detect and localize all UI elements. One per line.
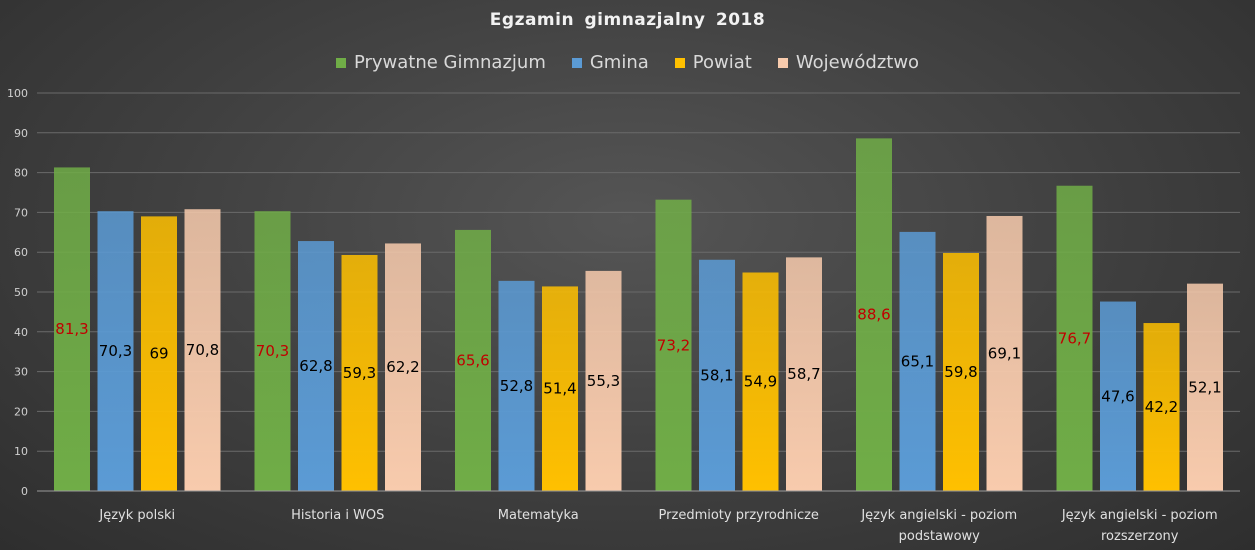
bar xyxy=(254,211,291,491)
y-tick-label: 40 xyxy=(14,326,28,339)
data-label: 65,1 xyxy=(901,352,934,370)
data-label: 70,8 xyxy=(186,341,219,359)
bar xyxy=(1100,301,1136,491)
bar xyxy=(498,280,535,491)
legend-swatch xyxy=(335,57,346,68)
legend-item: Województwo xyxy=(777,52,920,73)
legend-label: Województwo xyxy=(795,52,920,73)
data-label: 88,6 xyxy=(857,306,890,324)
data-label: 69,1 xyxy=(988,344,1021,362)
y-tick-label: 20 xyxy=(14,405,28,418)
data-label: 58,1 xyxy=(700,366,733,384)
y-tick-label: 90 xyxy=(14,127,28,140)
x-tick-label: Matematyka xyxy=(498,508,579,523)
bar xyxy=(899,231,936,492)
data-label: 62,8 xyxy=(299,357,332,375)
data-label: 76,7 xyxy=(1058,329,1091,347)
data-label: 65,6 xyxy=(456,351,489,369)
chart-legend: Prywatne Gimnazjum Gmina Powiat Województwo xyxy=(0,52,1255,73)
data-label: 54,9 xyxy=(744,373,777,391)
bar xyxy=(184,209,221,491)
bar xyxy=(97,211,134,491)
data-label: 42,2 xyxy=(1145,398,1178,416)
legend-swatch xyxy=(571,57,582,68)
legend-item: Gmina xyxy=(571,52,649,73)
x-tick-label: Język angielski - poziom rozszerzony xyxy=(1061,508,1218,544)
data-label: 59,8 xyxy=(944,363,977,381)
legend-label: Gmina xyxy=(589,52,649,73)
data-label: 59,3 xyxy=(343,364,376,382)
y-tick-label: 0 xyxy=(21,485,28,498)
data-label: 47,6 xyxy=(1101,387,1134,405)
data-label: 70,3 xyxy=(256,342,289,360)
x-tick-label: Przedmioty przyrodnicze xyxy=(659,508,819,523)
legend-item: Powiat xyxy=(674,52,752,73)
data-label: 51,4 xyxy=(543,380,576,398)
bar xyxy=(298,241,334,491)
y-tick-label: 50 xyxy=(14,286,28,299)
legend-swatch xyxy=(777,57,788,68)
chart-title: Egzamin gimnazjalny 2018 xyxy=(489,10,766,30)
x-tick-label: Historia i WOS xyxy=(291,508,384,523)
bar xyxy=(786,257,822,491)
bar xyxy=(385,243,421,491)
bar xyxy=(1143,323,1180,491)
data-label: 52,8 xyxy=(500,377,533,395)
bar xyxy=(1056,185,1093,491)
bar xyxy=(455,229,491,492)
data-label: 69 xyxy=(149,345,168,363)
data-label: 62,2 xyxy=(386,358,419,376)
legend-item: Prywatne Gimnazjum xyxy=(335,52,546,73)
legend-label: Prywatne Gimnazjum xyxy=(353,52,546,73)
x-tick-label: Język polski xyxy=(98,508,175,523)
bar xyxy=(742,272,779,491)
x-tick-label: Język angielski - poziom podstawowy xyxy=(860,508,1017,544)
bar xyxy=(341,254,378,491)
y-tick-label: 100 xyxy=(7,87,28,100)
bar xyxy=(856,138,892,491)
data-label: 73,2 xyxy=(657,336,690,354)
y-tick-label: 80 xyxy=(14,167,28,180)
bar xyxy=(1187,283,1223,491)
data-label: 55,3 xyxy=(587,372,620,390)
data-label: 70,3 xyxy=(99,342,132,360)
data-label: 58,7 xyxy=(787,365,820,383)
data-label: 81,3 xyxy=(55,320,88,338)
bar xyxy=(655,199,692,491)
bar xyxy=(943,252,979,491)
bar xyxy=(141,216,177,491)
y-tick-label: 70 xyxy=(14,206,28,219)
y-tick-label: 60 xyxy=(14,246,28,259)
legend-swatch xyxy=(674,57,685,68)
y-tick-label: 30 xyxy=(14,366,28,379)
y-tick-label: 10 xyxy=(14,445,28,458)
bar xyxy=(986,215,1023,491)
data-label: 52,1 xyxy=(1188,378,1221,396)
bar xyxy=(54,167,90,491)
bar xyxy=(542,286,578,491)
bar xyxy=(699,259,735,491)
bar xyxy=(585,270,622,491)
legend-label: Powiat xyxy=(692,52,752,73)
